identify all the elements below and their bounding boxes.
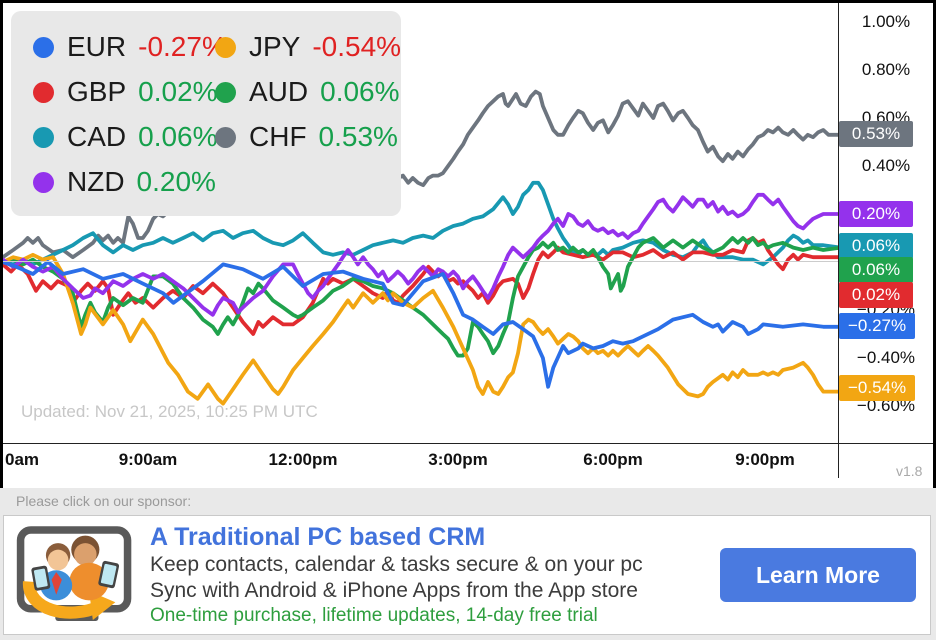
legend-currency-code: EUR [67,31,127,62]
legend-currency-code: GBP [67,76,127,107]
legend-item-eur[interactable]: EUR -0.27% [33,27,227,67]
legend-dot-chf-icon [215,126,236,148]
series-line-nzd [3,192,843,317]
legend-item-gbp[interactable]: GBP 0.02% [33,72,218,112]
legend-item-jpy[interactable]: JPY -0.54% [215,27,401,67]
legend-item-nzd[interactable]: NZD 0.20% [33,162,216,202]
legend-currency-code: CHF [249,121,307,152]
series-line-eur [3,260,843,389]
sponsor-strip: Please click on our sponsor: [0,488,936,514]
x-axis-label: 9:00pm [735,450,795,469]
legend-currency-value: 0.20% [136,166,216,197]
legend-currency-value: 0.06% [320,76,400,107]
x-axis-label: 6:00pm [583,450,643,469]
y-axis-label: −0.40% [856,348,916,367]
legend-item-aud[interactable]: AUD 0.06% [215,72,400,112]
series-end-badge: 0.53% [839,121,913,147]
series-line-cad [3,180,843,267]
plot-area[interactable]: 1.00% 0.80% 0.60% 0.40% −0.20% −0.40% −0.60% 0… [3,3,933,485]
legend-currency-value: -0.27% [138,31,227,62]
y-axis-label: 0.80% [861,60,911,79]
legend-item-chf[interactable]: CHF 0.53% [215,117,398,157]
series-line-aud [3,236,843,358]
series-line-jpy [3,252,840,406]
sponsor-strip-label: Please click on our sponsor: [16,493,192,509]
series-end-badge: −0.54% [839,375,916,401]
x-axis-label: 0am [5,450,40,469]
ad-text-block: A Traditional PC based CRM Keep contacts… [150,523,720,628]
series-end-badge: 0.02% [839,282,913,308]
series-end-badge: −0.27% [839,313,916,339]
updated-timestamp: Updated: Nov 21, 2025, 10:25 PM UTC [21,402,318,421]
legend-dot-nzd-icon [33,171,54,193]
y-axis-label: 1.00% [861,12,911,31]
legend-grid: EUR -0.27% JPY -0.54% GBP 0.02% AUD 0.06% CAD 0.0… [33,27,401,202]
x-axis-label: 3:00pm [428,450,488,469]
series-end-badge: 0.20% [839,201,913,227]
x-axis-line [3,443,933,444]
legend-currency-code: JPY [249,31,301,62]
x-axis-label: 9:00am [118,450,178,469]
legend-dot-aud-icon [215,81,236,103]
legend-dot-cad-icon [33,126,54,148]
chart-region: 1.00% 0.80% 0.60% 0.40% −0.20% −0.40% −0.60% 0… [0,0,936,488]
series-end-badge: 0.06% [839,233,913,259]
legend-currency-value: 0.06% [138,121,218,152]
legend-currency-value: 0.53% [318,121,398,152]
learn-more-button[interactable]: Learn More [720,548,916,602]
legend-currency-code: CAD [67,121,127,152]
legend-currency-code: NZD [67,166,125,197]
ad-offer-line: One-time purchase, lifetime updates, 14-… [150,604,598,626]
legend-dot-eur-icon [33,36,54,58]
x-axis-label: 12:00pm [268,450,338,469]
legend-dot-jpy-icon [215,36,236,58]
series-end-badge: 0.06% [839,257,913,283]
ad-description-line-1: Keep contacts, calendar & tasks secure &… [150,552,643,576]
right-axis-line [838,3,839,478]
y-axis-label: 0.40% [861,156,911,175]
legend-currency-code: AUD [249,76,309,107]
legend-currency-value: 0.02% [138,76,218,107]
version-label: v1.8 [896,463,923,479]
ad-description-line-2: Sync with Android & iPhone Apps from the… [150,578,638,602]
sponsor-ad-banner[interactable]: A Traditional PC based CRM Keep contacts… [3,515,931,635]
legend-panel: EUR -0.27% JPY -0.54% GBP 0.02% AUD 0.06% CAD 0.0… [11,11,401,216]
legend-item-cad[interactable]: CAD 0.06% [33,117,218,157]
zero-gridline [3,261,838,262]
legend-dot-gbp-icon [33,81,54,103]
ad-title[interactable]: A Traditional PC based CRM [150,522,486,551]
currency-lines-chart [3,89,843,406]
legend-currency-value: -0.54% [312,31,402,62]
crm-people-tablets-monitor-icon[interactable] [14,525,136,625]
